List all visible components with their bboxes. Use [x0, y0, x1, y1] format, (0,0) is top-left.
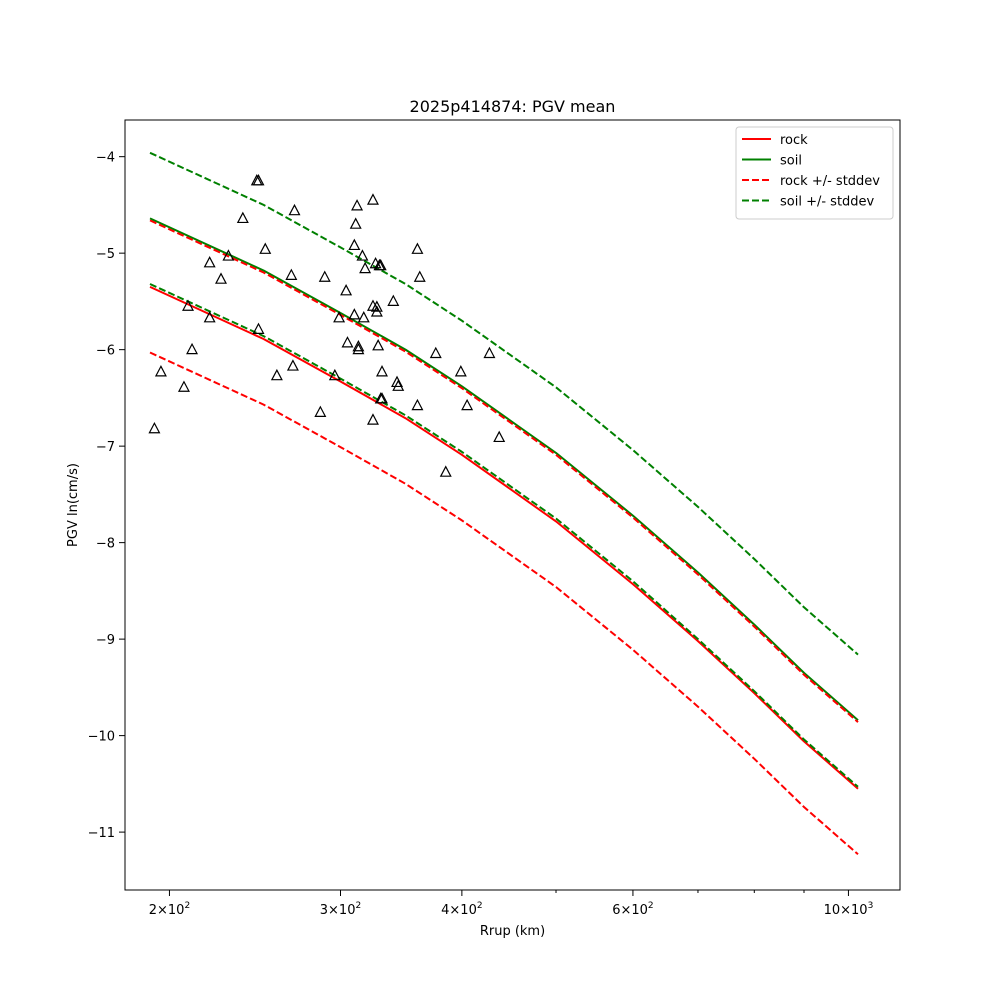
y-tick-label-1: −5	[96, 247, 115, 262]
legend-label-3: soil +/- stddev	[780, 195, 875, 210]
y-tick-label-5: −9	[96, 633, 115, 648]
observation-point-24	[348, 308, 361, 320]
y-axis-label: PGV ln(cm/s)	[66, 463, 81, 547]
series-line-3	[149, 351, 859, 856]
y-tick-label-4: −8	[96, 537, 115, 552]
series-line-5	[149, 283, 859, 788]
legend: rock soil rock +/- stddev soil +/- stddev	[735, 126, 894, 220]
series-line-2	[149, 219, 859, 723]
observation-point-39	[372, 339, 385, 351]
observation-point-46	[391, 375, 404, 388]
series-line-4	[149, 151, 859, 656]
y-tick-label-0: −4	[96, 151, 115, 166]
observation-point-50	[413, 270, 426, 282]
observation-point-18	[314, 405, 327, 417]
observation-point-35	[366, 413, 379, 425]
x-tick-label-2: 4×102	[441, 901, 482, 918]
observation-point-12	[252, 322, 265, 334]
observation-point-33	[366, 193, 379, 205]
observation-point-30	[356, 249, 369, 261]
plot-frame	[124, 119, 901, 891]
observation-point-7	[215, 272, 228, 284]
observation-point-55	[483, 346, 496, 359]
observation-point-48	[411, 398, 424, 411]
observation-point-43	[375, 392, 388, 404]
observation-point-11	[252, 174, 265, 186]
scatter-layer	[148, 174, 506, 477]
observation-point-51	[429, 346, 442, 359]
observation-point-15	[285, 268, 298, 280]
series-line-0	[149, 285, 859, 790]
observation-point-3	[182, 299, 195, 311]
observation-point-28	[352, 339, 365, 352]
observation-point-45	[387, 294, 400, 307]
series-layer	[149, 151, 859, 856]
observation-point-31	[357, 311, 370, 323]
observation-point-49	[411, 242, 424, 254]
observation-point-37	[370, 300, 383, 312]
observation-point-19	[318, 270, 331, 282]
observation-point-38	[370, 305, 383, 317]
legend-label-0: rock	[780, 133, 808, 148]
chart-title: 2025p414874: PGV mean	[410, 97, 616, 116]
observation-point-4	[186, 342, 199, 355]
observation-point-21	[333, 311, 346, 323]
x-axis: 2×102 3×102 4×102 6×102 10×103	[149, 890, 874, 918]
x-tick-label-4: 10×103	[824, 901, 874, 918]
y-tick-label-3: −7	[96, 440, 115, 455]
x-tick-label-1: 3×102	[320, 901, 361, 918]
observation-point-14	[270, 368, 283, 381]
observation-point-32	[359, 261, 372, 274]
legend-label-2: rock +/- stddev	[780, 174, 880, 189]
observation-point-26	[349, 217, 362, 229]
legend-box	[735, 126, 894, 220]
x-tick-label-3: 6×102	[612, 901, 653, 918]
observation-point-0	[148, 421, 161, 434]
observation-point-2	[177, 380, 190, 392]
observation-point-13	[259, 242, 272, 254]
observation-point-27	[351, 199, 364, 211]
y-tick-label-2: −6	[96, 344, 115, 359]
observation-point-52	[439, 465, 452, 477]
y-tick-label-6: −10	[88, 730, 115, 745]
observation-point-44	[375, 365, 388, 377]
observation-point-29	[352, 342, 365, 355]
legend-label-1: soil	[780, 154, 802, 169]
observation-point-22	[340, 284, 353, 296]
series-line-1	[149, 217, 859, 721]
observation-point-53	[454, 365, 467, 377]
observation-point-23	[341, 336, 354, 348]
observation-point-17	[288, 203, 301, 216]
y-tick-label-7: −11	[88, 826, 115, 841]
observation-point-1	[154, 365, 167, 377]
x-tick-label-0: 2×102	[149, 901, 190, 918]
observation-point-41	[374, 258, 387, 271]
observation-point-20	[328, 368, 341, 381]
observation-point-25	[348, 238, 361, 251]
observation-point-8	[222, 249, 235, 261]
observation-point-9	[236, 211, 249, 224]
observation-point-16	[286, 359, 299, 371]
observation-point-5	[203, 311, 216, 323]
observation-point-6	[203, 256, 216, 268]
observation-point-54	[461, 398, 474, 411]
observation-point-47	[392, 379, 405, 391]
y-axis: −4 −5 −6 −7 −8 −9 −10 −11	[88, 151, 125, 841]
observation-point-56	[493, 430, 506, 443]
x-axis-label: Rrup (km)	[480, 924, 545, 939]
